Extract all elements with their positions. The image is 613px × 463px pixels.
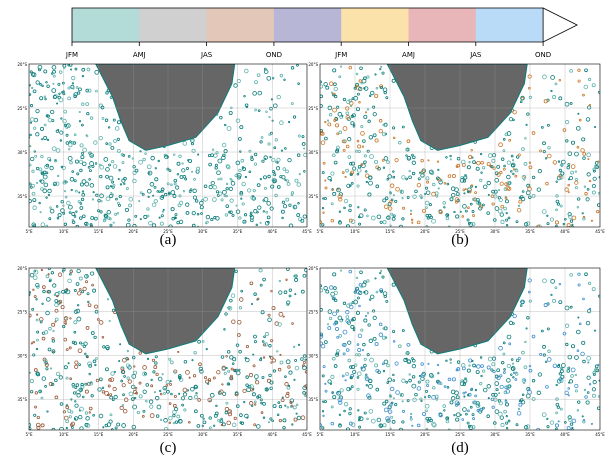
x-tick-label: 35°E [233,432,243,437]
y-tick-label: 25°S [308,310,318,315]
colorbar-label: AMJ [133,51,146,59]
x-tick-label: 10°E [59,229,69,234]
y-tick-label: 35°S [308,194,318,199]
colorbar-segment [476,8,544,42]
colorbar-label: JAS [469,51,482,59]
map-panel: 5°E10°E15°E20°E25°E30°E35°E40°E45°E20°S2… [17,62,312,248]
y-tick-label: 30°S [308,353,318,358]
panel-caption: (b) [451,232,469,248]
colorbar-label: JFM [65,51,78,59]
colorbar-label: OND [535,51,551,59]
x-tick-label: 30°E [490,432,500,437]
x-tick-label: 30°E [198,229,208,234]
x-tick-label: 25°E [455,432,465,437]
x-tick-label: 10°E [350,432,360,437]
figure: JFM AMJ JAS OND JFM AMJ JAS OND 5°E 10°E 15°E 20°E 2… [0,0,613,463]
x-tick-label: 20°E [420,432,430,437]
x-tick-label: 40°E [560,229,570,234]
y-tick-label: 30°S [308,150,318,155]
y-tick-label: 35°S [17,397,27,402]
x-tick-label: 40°E [267,229,277,234]
x-tick-label: 45°E [595,229,605,234]
x-tick-label: 45°E [302,229,312,234]
x-tick-label: 20°E [420,229,430,234]
x-tick-label: 5°E [25,229,33,234]
y-tick-label: 35°S [17,194,27,199]
map-content [319,64,601,229]
map-panel: 5°E 10°E 15°E 20°E 25°E 30°E 35°E 40°E 45°E 20°S 2… [308,266,605,456]
map-content [27,268,308,432]
x-tick-label: 5°E [316,229,324,234]
y-tick-label: 30°S [17,150,27,155]
y-tick-label: 20°S [17,266,27,271]
colorbar-label: AMJ [402,51,415,59]
colorbar-segment [207,8,275,42]
x-tick-label: 35°E [525,432,535,437]
colorbar-segment [139,8,207,42]
x-tick-label: 45°E [302,432,312,437]
x-tick-label: 45°E [595,432,605,437]
x-tick-label: 25°E [163,432,173,437]
x-tick-label: 40°E [267,432,277,437]
y-tick-label: 30°S [17,353,27,358]
y-tick-label: 20°S [308,62,318,67]
y-tick-label: 20°S [17,62,27,67]
x-tick-label: 15°E [94,229,104,234]
map-content [319,268,601,431]
x-tick-label: 30°E [490,229,500,234]
x-tick-label: 15°E [94,432,104,437]
map-panel: 5°E 10°E 15°E 20°E 25°E 30°E 35°E 40°E 45°E 20°S 2… [17,266,312,456]
x-tick-label: 10°E [59,432,69,437]
colorbar-label: JFM [334,51,347,59]
x-tick-label: 15°E [385,229,395,234]
y-tick-label: 25°S [17,106,27,111]
x-tick-label: 10°E [350,229,360,234]
y-tick-label: 20°S [308,266,318,271]
x-tick-label: 20°E [128,432,138,437]
colorbar-arrow [543,8,577,42]
x-tick-label: 5°E [25,432,33,437]
colorbar-label: JAS [200,51,213,59]
x-tick-label: 30°E [198,432,208,437]
x-tick-label: 35°E [525,229,535,234]
panel-caption: (c) [160,440,177,456]
y-tick-label: 35°S [308,397,318,402]
x-tick-label: 15°E [385,432,395,437]
map-panel: 5°E10°E15°E20°E25°E30°E35°E40°E45°E20°S2… [308,62,605,248]
colorbar-segment [274,8,342,42]
panel-caption: (a) [160,232,177,248]
x-tick-label: 5°E [316,432,324,437]
colorbar-segment [341,8,409,42]
x-tick-label: 40°E [560,432,570,437]
x-tick-label: 20°E [128,229,138,234]
colorbar-segment [72,8,140,42]
y-tick-label: 25°S [308,106,318,111]
y-tick-label: 25°S [17,310,27,315]
map-content [28,64,307,229]
x-tick-label: 35°E [233,229,243,234]
colorbar-segment [409,8,477,42]
panel-caption: (d) [451,440,469,456]
colorbar-label: OND [266,51,282,59]
